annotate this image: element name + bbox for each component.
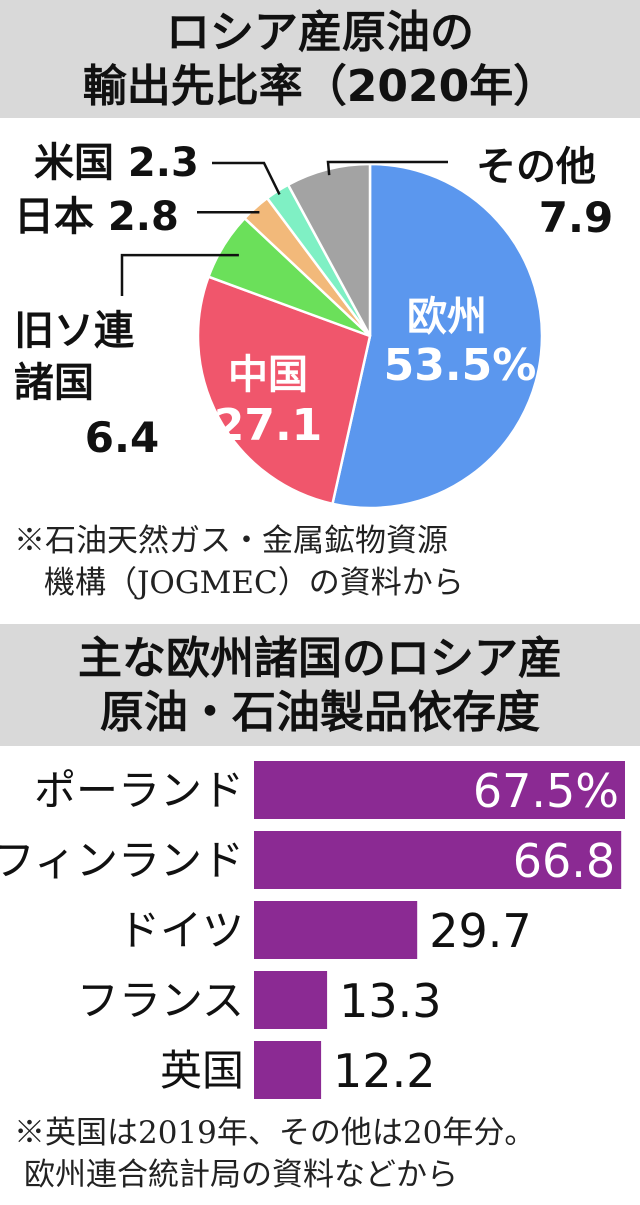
bar-0 <box>254 761 625 819</box>
bar-category-label-0: ポーランド <box>34 766 244 815</box>
bar-value-label-2: 29.7 <box>429 904 531 958</box>
pie-note-line-2: 機構（JOGMEC）の資料から <box>44 565 464 601</box>
bar-title-line-2: 原油・石油製品依存度 <box>100 687 540 738</box>
pie-label-europe: 欧州 <box>407 294 487 340</box>
pie-value-former-ussr: 6.4 <box>85 413 159 462</box>
pie-value-china: 27.1 <box>214 400 323 451</box>
pie-title-band: ロシア産原油の 輸出先比率（2020年） <box>0 0 640 118</box>
pie-value-europe: 53.5% <box>384 340 537 391</box>
pie-value-other: 7.9 <box>539 193 613 242</box>
pie-label-former-ussr-1: 旧ソ連 <box>14 308 135 354</box>
bar-value-label-3: 13.3 <box>339 974 441 1028</box>
bar-source-note: ※英国は2019年、その他は20年分。 欧州連合統計局の資料などから <box>14 1112 535 1196</box>
bar-note-line-1: ※英国は2019年、その他は20年分。 <box>14 1115 536 1151</box>
pie-label-usa: 米国 2.3 <box>34 140 199 186</box>
bar-title-line-1: 主な欧州諸国のロシア産 <box>78 633 562 684</box>
bar-category-label-4: 英国 <box>160 1046 244 1095</box>
pie-label-japan: 日本 2.8 <box>14 194 179 240</box>
bar-3 <box>254 971 328 1029</box>
pie-title-line-2: 輸出先比率（2020年） <box>82 61 558 112</box>
bar-category-label-2: ドイツ <box>118 906 244 955</box>
bar-1 <box>254 831 622 889</box>
pie-source-note: ※石油天然ガス・金属鉱物資源 機構（JOGMEC）の資料から <box>14 520 464 604</box>
pie-title-line-1: ロシア産原油の <box>166 7 474 58</box>
leader-former-ussr <box>120 253 239 296</box>
pie-slice-0 <box>330 162 544 510</box>
bar-value-label-4: 12.2 <box>333 1044 435 1098</box>
bar-2 <box>254 901 418 959</box>
bar-note-line-2: 欧州連合統計局の資料などから <box>24 1157 458 1193</box>
bar-4 <box>254 1041 322 1099</box>
pie-label-former-ussr-2: 諸国 <box>14 360 94 406</box>
pie-label-china: 中国 <box>228 352 308 398</box>
leader-usa <box>212 161 281 195</box>
bar-category-label-3: フランス <box>77 976 244 1025</box>
pie-note-line-1: ※石油天然ガス・金属鉱物資源 <box>14 523 448 559</box>
bar-value-label-1: 66.8 <box>513 834 615 888</box>
bar-title-band: 主な欧州諸国のロシア産 原油・石油製品依存度 <box>0 624 640 746</box>
leader-other <box>326 160 448 176</box>
bar-value-label-0: 67.5% <box>473 764 619 818</box>
pie-slice-1 <box>196 275 372 506</box>
bar-chart: ポーランド 67.5% フィンランド 66.8 ドイツ 29.7 フランス 13.3 英国 12.… <box>0 761 625 1099</box>
bar-category-label-1: フィンランド <box>0 836 244 885</box>
pie-label-other: その他 <box>476 144 596 190</box>
